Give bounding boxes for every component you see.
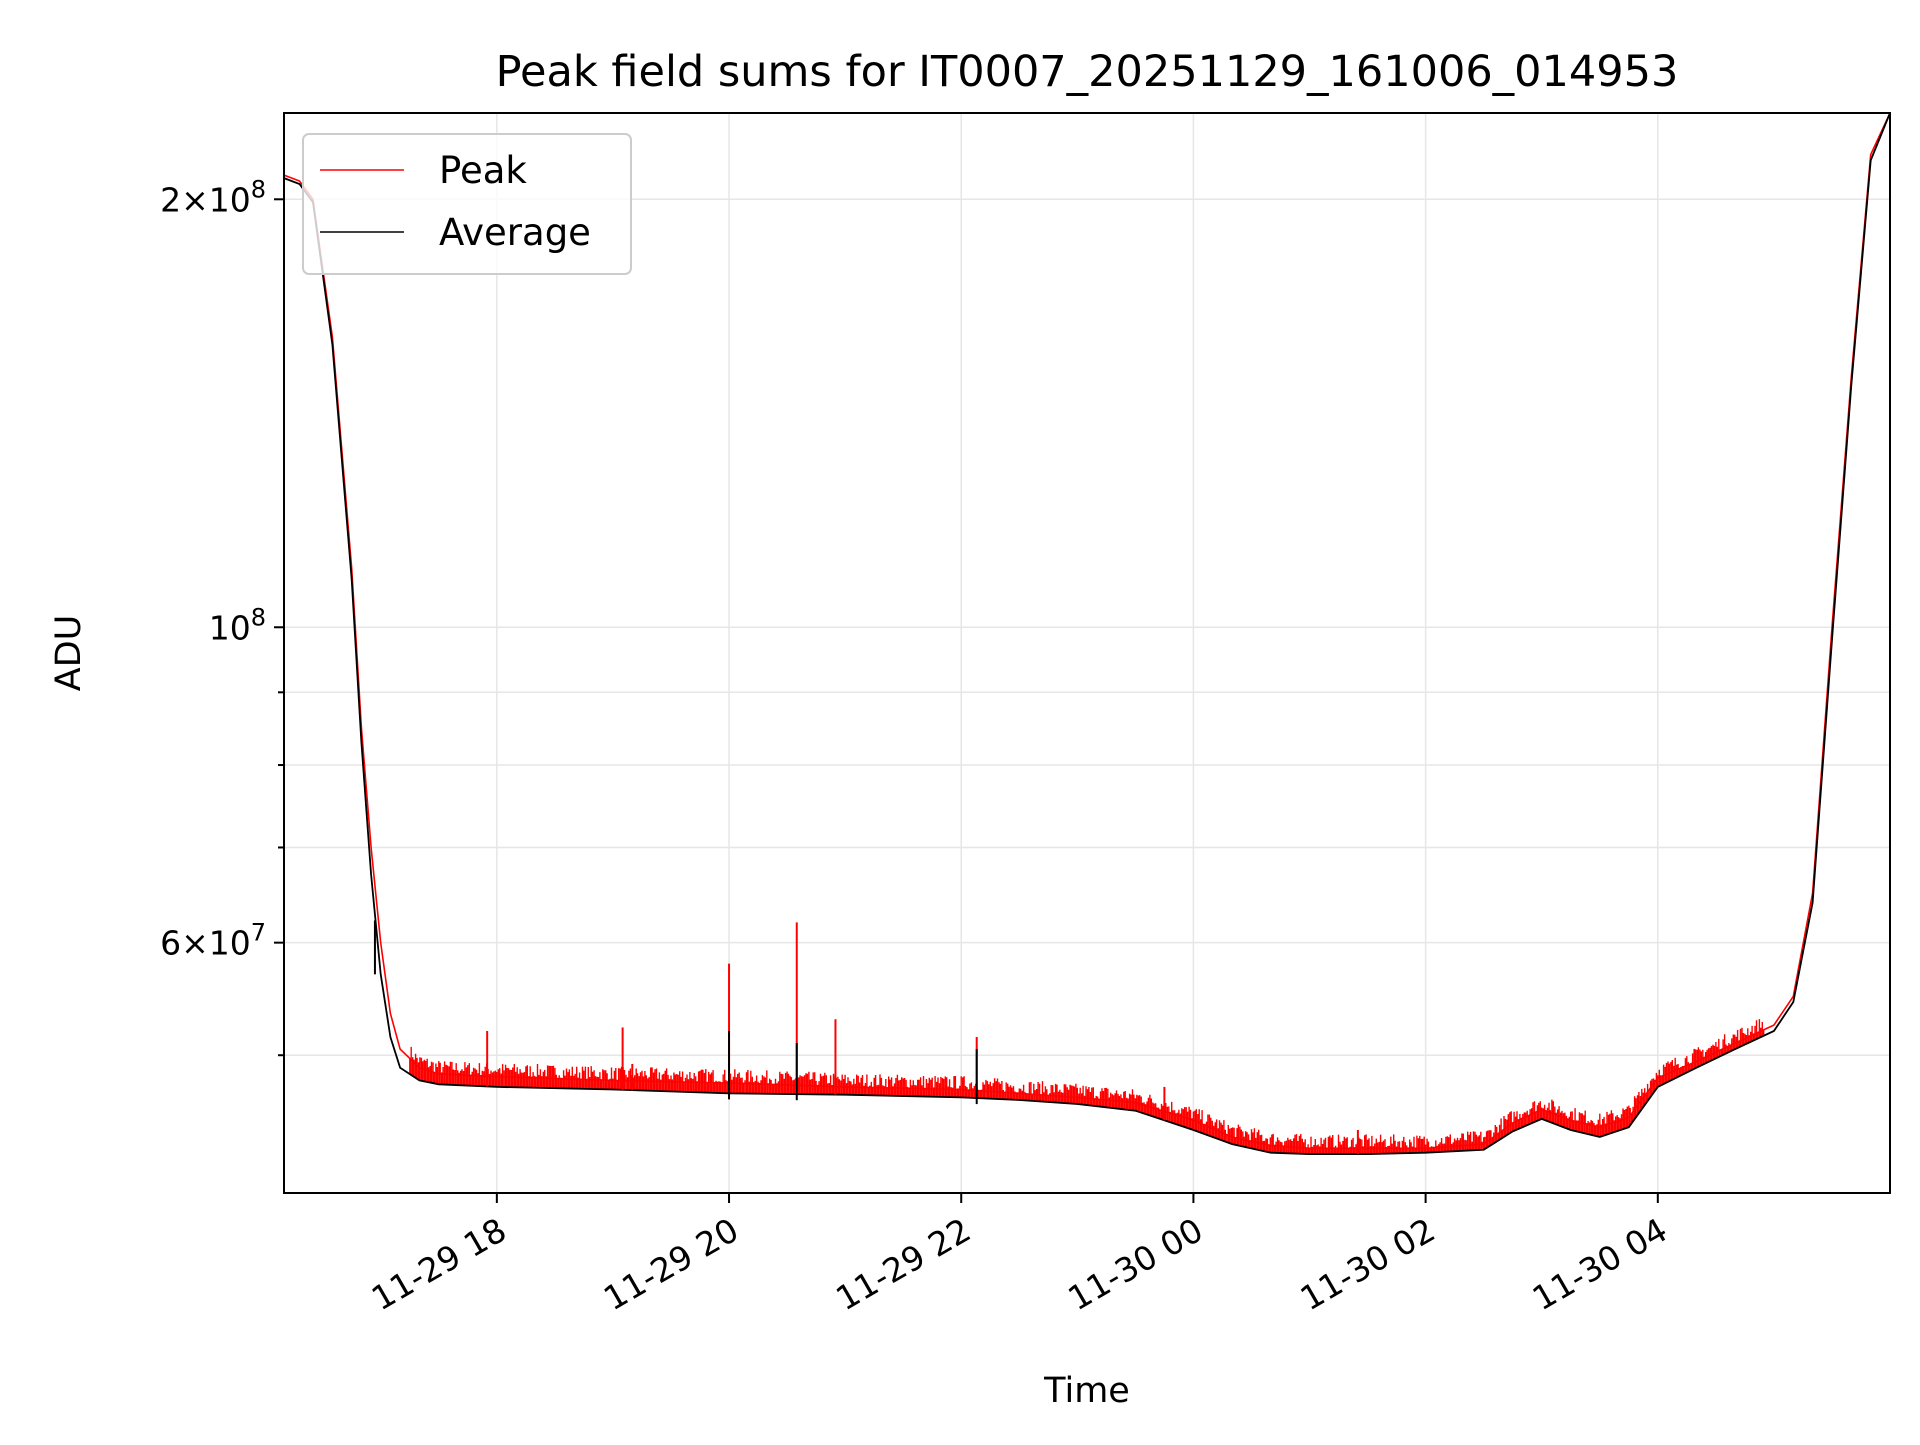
series-line-average bbox=[284, 113, 1890, 1155]
x-tick-label: 11-30 02 bbox=[1294, 1210, 1442, 1318]
x-tick-label: 11-29 22 bbox=[829, 1210, 977, 1318]
series-group bbox=[284, 113, 1890, 1155]
x-tick-label: 11-29 18 bbox=[365, 1210, 513, 1318]
x-tick-label: 11-30 04 bbox=[1526, 1210, 1674, 1318]
y-tick-label: 2×108 bbox=[160, 175, 266, 219]
y-axis-label: ADU bbox=[49, 615, 89, 692]
x-tick-label: 11-30 00 bbox=[1061, 1210, 1209, 1318]
x-tick-label: 11-29 20 bbox=[597, 1210, 745, 1318]
legend: Peak Average bbox=[302, 133, 632, 275]
legend-label-peak: Peak bbox=[439, 149, 527, 192]
y-tick-label: 108 bbox=[209, 603, 266, 647]
peak-noise bbox=[409, 1019, 1765, 1155]
chart-title: Peak field sums for IT0007_20251129_1610… bbox=[496, 47, 1679, 97]
grid bbox=[284, 113, 1890, 1193]
y-tick-label: 6×107 bbox=[160, 919, 266, 963]
x-axis-label: Time bbox=[1043, 1371, 1130, 1411]
series-line-peak bbox=[284, 113, 1890, 1150]
legend-label-average: Average bbox=[439, 211, 591, 254]
legend-box bbox=[302, 133, 632, 275]
plot-frame bbox=[283, 112, 1891, 1194]
